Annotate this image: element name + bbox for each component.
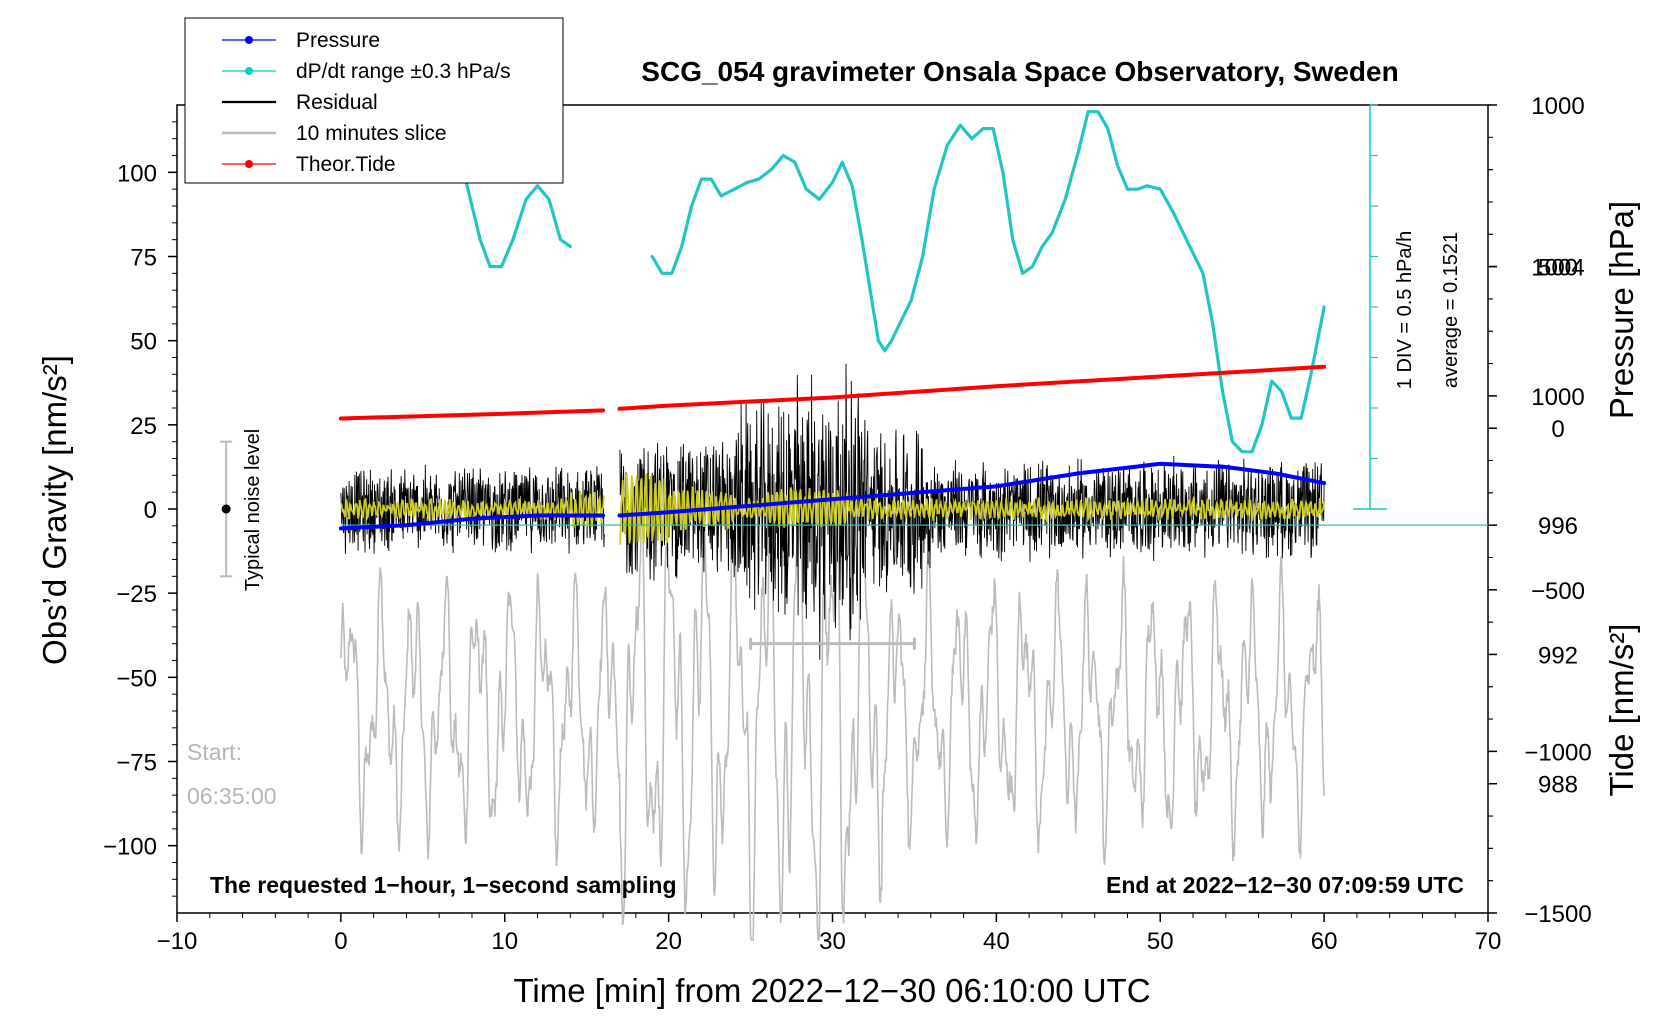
dpdt-scale-div-label: 1 DIV = 0.5 hPa/h [1394,231,1416,389]
y-pressure-tick-label: 1004 [1531,255,1584,282]
noise-level-label: Typical noise level [242,429,264,591]
y-tide-tick-label: 500 [1538,255,1578,282]
start-label: Start: [187,739,242,765]
dpdt-scale-bar [1353,104,1388,510]
x-tick-label: −10 [157,928,198,955]
x-tick-label: 10 [491,928,518,955]
x-tick-label: 40 [983,928,1010,955]
residual-series [340,363,1325,660]
x-tick-label: 20 [655,928,682,955]
y-left-axis-label: Obs’d Gravity [nm/s²] [36,355,73,665]
y-tide-tick-label: 1000 [1531,93,1584,120]
y-tide-tick-label: −1000 [1524,739,1591,766]
legend-marker [245,36,253,44]
slice-range-bar [749,637,916,650]
y-pressure-tick-label: 1000 [1531,384,1584,411]
slice-line [340,475,1325,941]
x-tick-label: 70 [1475,928,1502,955]
y-left-tick-label: 50 [130,329,157,356]
y-tide-tick-label: 0 [1551,416,1564,443]
y-tide-axis-label: Tide [nm/s²] [1603,624,1640,797]
sampling-note: The requested 1−hour, 1−second sampling [210,872,677,898]
x-axis-ticks: −10 0 10 20 30 40 50 60 70 [157,913,1502,955]
dpdt-line [462,110,1326,454]
y-left-tick-label: 100 [117,160,157,187]
y-pressure-tick-label: 988 [1538,772,1578,799]
legend-label: dP/dt range ±0.3 hPa/s [296,60,511,83]
dpdt-scale-avg-label: average = 0.1521 [1440,232,1462,388]
legend-marker [245,160,253,168]
noise-bar-center [221,504,231,514]
tide-line [338,408,606,421]
y-left-tick-label: −75 [116,750,157,777]
legend-marker [245,67,253,75]
chart-title: SCG_054 gravimeter Onsala Space Observat… [641,56,1398,87]
tide-line [617,364,1327,411]
y-tide-ticks: 1000 500 0 −500 −1000 −1500 [1488,93,1592,928]
noise-level-bar [220,440,233,578]
legend: Pressure dP/dt range ±0.3 hPa/s Residual 10… [184,17,564,184]
legend-label: Pressure [296,29,380,52]
start-time: 06:35:00 [187,783,277,809]
x-tick-label: 50 [1147,928,1174,955]
y-tide-tick-label: −500 [1531,578,1585,605]
pressure-series [338,461,1327,531]
x-tick-label: 30 [819,928,846,955]
y-left-tick-label: 0 [144,497,157,524]
slice-series [340,475,1325,941]
tide-series [338,364,1327,421]
y-left-ticks: 100 75 50 25 0 −25 −50 −75 −100 [103,121,177,897]
x-axis-label: Time [min] from 2022−12−30 06:10:00 UTC [513,972,1150,1009]
legend-label: Theor.Tide [296,153,396,176]
end-time-note: End at 2022−12−30 07:09:59 UTC [1106,872,1464,898]
legend-label: 10 minutes slice [296,122,447,145]
y-pressure-tick-label: 996 [1538,513,1578,540]
y-pressure-axis-label: Pressure [hPa] [1603,201,1640,419]
y-left-tick-label: −100 [103,834,157,861]
x-tick-label: 0 [334,928,347,955]
y-left-tick-label: 75 [130,245,157,272]
y-pressure-tick-label: 992 [1538,642,1578,669]
x-tick-label: 60 [1311,928,1338,955]
dpdt-series [462,110,1326,454]
residual-line [340,363,1325,660]
y-left-tick-label: −50 [116,665,157,692]
y-left-tick-label: 25 [130,413,157,440]
pressure-line [617,461,1327,518]
pressure-line [338,513,606,531]
y-tide-tick-label: −1500 [1524,901,1591,928]
y-left-tick-label: −25 [116,581,157,608]
legend-box [184,17,564,184]
legend-label: Residual [296,91,378,114]
